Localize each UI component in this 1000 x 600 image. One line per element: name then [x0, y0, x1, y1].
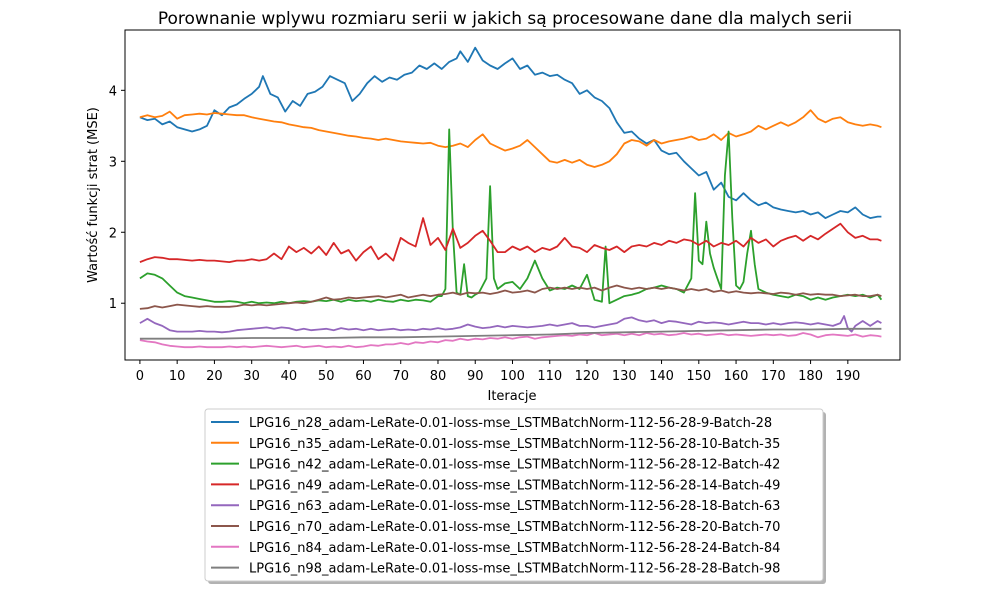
series-line-2: [139, 128, 883, 305]
x-axis-ticks: 0 10 20 30 40 50 60 70 80 90 100 110 120 130 140 150 160…: [136, 360, 860, 384]
legend-entry-4: LPG16_n63_adam-LeRate-0.01-loss-mse_LSTM…: [249, 499, 780, 514]
x-tick-label: 130: [612, 369, 637, 384]
chart-title: Porownanie wplywu rozmiaru serii w jakic…: [158, 9, 852, 29]
legend-entry-7: LPG16_n98_adam-LeRate-0.01-loss-mse_LSTM…: [249, 562, 780, 577]
legend-entry-5: LPG16_n70_adam-LeRate-0.01-loss-mse_LSTM…: [249, 520, 780, 535]
x-tick-label: 170: [761, 369, 786, 384]
x-tick-label: 180: [798, 369, 823, 384]
series-lines: [139, 46, 883, 349]
series-line-0: [139, 46, 882, 220]
x-tick-label: 30: [243, 369, 260, 384]
y-tick-label: 4: [109, 84, 117, 99]
legend-entry-1: LPG16_n35_adam-LeRate-0.01-loss-mse_LSTM…: [249, 437, 780, 452]
x-tick-label: 10: [169, 369, 186, 384]
legend-entry-3: LPG16_n49_adam-LeRate-0.01-loss-mse_LSTM…: [249, 478, 780, 493]
legend-box: [204, 408, 824, 582]
plot-area-frame: [124, 29, 901, 361]
x-tick-label: 110: [537, 369, 562, 384]
x-tick-label: 20: [206, 369, 223, 384]
y-axis-ticks: 1 2 3 4: [109, 84, 125, 312]
x-tick-label: 120: [575, 369, 600, 384]
x-tick-label: 60: [355, 369, 372, 384]
x-tick-label: 190: [835, 369, 860, 384]
legend-entry-0: LPG16_n28_adam-LeRate-0.01-loss-mse_LSTM…: [249, 416, 772, 431]
series-line-3: [139, 217, 882, 264]
y-tick-label: 2: [109, 226, 117, 241]
series-line-4: [139, 315, 882, 334]
x-tick-label: 0: [136, 369, 144, 384]
x-tick-label: 160: [724, 369, 749, 384]
x-tick-label: 50: [318, 369, 335, 384]
series-line-6: [139, 332, 882, 349]
y-tick-label: 1: [109, 297, 117, 312]
x-tick-label: 80: [430, 369, 447, 384]
legend: LPG16_n28_adam-LeRate-0.01-loss-mse_LSTM…: [204, 408, 826, 584]
x-tick-label: 140: [649, 369, 674, 384]
x-tick-label: 100: [500, 369, 525, 384]
y-tick-label: 3: [109, 155, 117, 170]
x-axis-label: Iteracje: [488, 389, 537, 404]
y-axis-label: Wartość funkcji strat (MSE): [86, 107, 101, 283]
x-tick-label: 40: [281, 369, 298, 384]
legend-entry-2: LPG16_n42_adam-LeRate-0.01-loss-mse_LSTM…: [249, 458, 780, 473]
legend-entry-6: LPG16_n84_adam-LeRate-0.01-loss-mse_LSTM…: [249, 541, 780, 556]
x-tick-label: 70: [392, 369, 409, 384]
series-line-1: [139, 109, 882, 168]
x-tick-label: 90: [467, 369, 484, 384]
series-line-7: [139, 327, 882, 340]
x-tick-label: 150: [686, 369, 711, 384]
series-line-5: [139, 284, 882, 310]
